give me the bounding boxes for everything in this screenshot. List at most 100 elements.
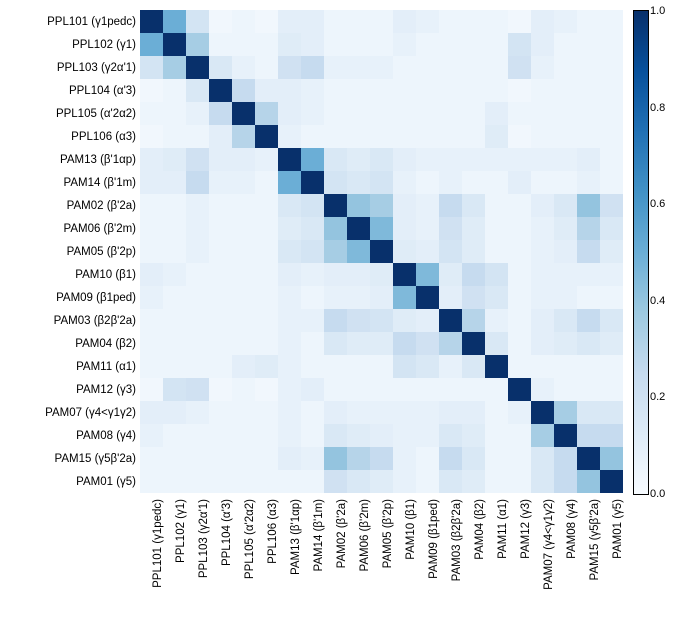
heatmap-cell xyxy=(347,401,370,424)
heatmap-cell xyxy=(393,10,416,33)
heatmap-cell xyxy=(370,424,393,447)
heatmap-cell xyxy=(347,355,370,378)
heatmap-cell xyxy=(531,125,554,148)
heatmap-cell xyxy=(163,263,186,286)
heatmap-cell xyxy=(416,424,439,447)
heatmap-cell xyxy=(209,148,232,171)
heatmap-cell xyxy=(462,79,485,102)
heatmap-cell xyxy=(416,378,439,401)
heatmap-cell xyxy=(600,217,623,240)
heatmap-cell xyxy=(255,378,278,401)
heatmap-cell xyxy=(462,355,485,378)
heatmap-cell xyxy=(347,10,370,33)
heatmap-cell xyxy=(209,194,232,217)
heatmap-cell xyxy=(186,240,209,263)
heatmap-cell xyxy=(140,56,163,79)
colorbar-tick: 0.8 xyxy=(650,102,665,114)
x-label: PAM03 (β2β'2a) xyxy=(451,499,463,585)
heatmap-cell xyxy=(554,355,577,378)
heatmap-cell xyxy=(347,447,370,470)
colorbar-tick: 0.4 xyxy=(650,295,665,307)
heatmap-cell xyxy=(209,309,232,332)
heatmap-cell xyxy=(232,79,255,102)
heatmap-cell xyxy=(140,217,163,240)
heatmap-cell xyxy=(186,309,209,332)
heatmap-cell xyxy=(531,378,554,401)
heatmap-cell xyxy=(600,401,623,424)
heatmap-cell xyxy=(255,447,278,470)
heatmap-cell xyxy=(439,286,462,309)
x-label: PAM12 (γ3) xyxy=(520,499,532,563)
heatmap-cell xyxy=(301,286,324,309)
heatmap-cell xyxy=(278,447,301,470)
heatmap-cell xyxy=(209,10,232,33)
heatmap-cell xyxy=(416,286,439,309)
heatmap-cell xyxy=(554,148,577,171)
heatmap-cell xyxy=(370,148,393,171)
heatmap-cell xyxy=(370,309,393,332)
heatmap-cell xyxy=(393,332,416,355)
heatmap-cell xyxy=(462,56,485,79)
heatmap-cell xyxy=(324,33,347,56)
heatmap-cell xyxy=(370,470,393,493)
heatmap-cell xyxy=(531,470,554,493)
heatmap-cell xyxy=(462,125,485,148)
heatmap-cell xyxy=(439,10,462,33)
heatmap-cell xyxy=(370,240,393,263)
heatmap-cell xyxy=(600,79,623,102)
heatmap-cell xyxy=(163,125,186,148)
heatmap-cell xyxy=(439,263,462,286)
heatmap-cell xyxy=(439,447,462,470)
heatmap-cell xyxy=(600,378,623,401)
heatmap-cell xyxy=(255,217,278,240)
colorbar-tick: 0.0 xyxy=(650,488,665,500)
heatmap-cell xyxy=(209,125,232,148)
heatmap-cell xyxy=(232,194,255,217)
heatmap-cell xyxy=(324,148,347,171)
heatmap-cell xyxy=(347,470,370,493)
heatmap-cell xyxy=(393,240,416,263)
heatmap-cell xyxy=(554,447,577,470)
heatmap-cell xyxy=(393,263,416,286)
heatmap-cell xyxy=(531,10,554,33)
x-label: PPL103 (γ2α'1) xyxy=(198,499,210,582)
y-label: PAM08 (γ4) xyxy=(10,424,140,447)
heatmap-grid xyxy=(140,10,623,495)
heatmap-cell xyxy=(554,286,577,309)
heatmap-cell xyxy=(209,56,232,79)
heatmap-cell xyxy=(301,332,324,355)
heatmap-cell xyxy=(577,309,600,332)
heatmap-cell xyxy=(462,194,485,217)
heatmap-cell xyxy=(393,194,416,217)
heatmap-cell xyxy=(232,33,255,56)
heatmap-chart: PPL101 (γ1pedc)PPL102 (γ1)PPL103 (γ2α'1)… xyxy=(10,10,671,626)
heatmap-cell xyxy=(140,33,163,56)
heatmap-cell xyxy=(577,102,600,125)
heatmap-cell xyxy=(186,148,209,171)
heatmap-cell xyxy=(416,33,439,56)
heatmap-cell xyxy=(209,33,232,56)
heatmap-cell xyxy=(301,240,324,263)
heatmap-cell xyxy=(554,263,577,286)
heatmap-cell xyxy=(508,332,531,355)
heatmap-cell xyxy=(255,470,278,493)
heatmap-cell xyxy=(255,79,278,102)
heatmap-cell xyxy=(439,102,462,125)
heatmap-cell xyxy=(140,148,163,171)
heatmap-cell xyxy=(370,447,393,470)
heatmap-cell xyxy=(370,378,393,401)
heatmap-cell xyxy=(186,286,209,309)
heatmap-cell xyxy=(393,286,416,309)
heatmap-cell xyxy=(485,286,508,309)
heatmap-cell xyxy=(186,56,209,79)
y-label: PAM13 (β'1αp) xyxy=(10,148,140,171)
heatmap-cell xyxy=(163,286,186,309)
heatmap-cell xyxy=(370,401,393,424)
x-label: PPL105 (α'2α2) xyxy=(244,499,256,583)
heatmap-cell xyxy=(301,56,324,79)
heatmap-cell xyxy=(324,194,347,217)
heatmap-cell xyxy=(232,217,255,240)
heatmap-cell xyxy=(232,263,255,286)
colorbar-tick: 1.0 xyxy=(650,5,665,17)
y-label: PAM11 (α1) xyxy=(10,355,140,378)
